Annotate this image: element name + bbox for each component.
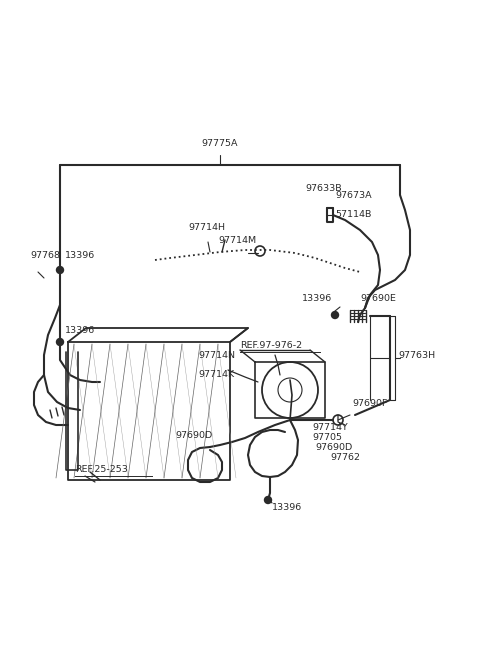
Text: 97690D: 97690D — [175, 431, 212, 440]
Text: 97690F: 97690F — [352, 399, 387, 408]
Text: 97714N: 97714N — [198, 351, 235, 360]
Text: 97690D: 97690D — [315, 443, 352, 452]
Text: 97775A: 97775A — [202, 139, 238, 148]
Circle shape — [57, 266, 63, 274]
Text: 13396: 13396 — [272, 503, 302, 512]
Text: 97714H: 97714H — [188, 223, 225, 232]
Text: 13396: 13396 — [65, 326, 95, 335]
Text: 97714M: 97714M — [218, 236, 256, 245]
Text: 97714Y: 97714Y — [312, 423, 348, 432]
Circle shape — [57, 338, 63, 346]
Text: 97705: 97705 — [312, 433, 342, 442]
Circle shape — [264, 497, 272, 504]
Text: 97714K: 97714K — [198, 370, 234, 379]
Text: 97763H: 97763H — [398, 350, 435, 359]
Text: 57114B: 57114B — [335, 210, 372, 219]
Text: 13396: 13396 — [65, 251, 95, 260]
Text: 97762: 97762 — [330, 453, 360, 462]
Text: 97690E: 97690E — [360, 294, 396, 303]
Text: REF.97-976-2: REF.97-976-2 — [240, 341, 302, 350]
Text: 97673A: 97673A — [335, 191, 372, 200]
Text: REF.25-253: REF.25-253 — [75, 465, 128, 474]
Circle shape — [332, 312, 338, 319]
Text: 97768: 97768 — [30, 251, 60, 260]
Text: 97633B: 97633B — [305, 184, 342, 193]
Text: 13396: 13396 — [302, 294, 332, 303]
